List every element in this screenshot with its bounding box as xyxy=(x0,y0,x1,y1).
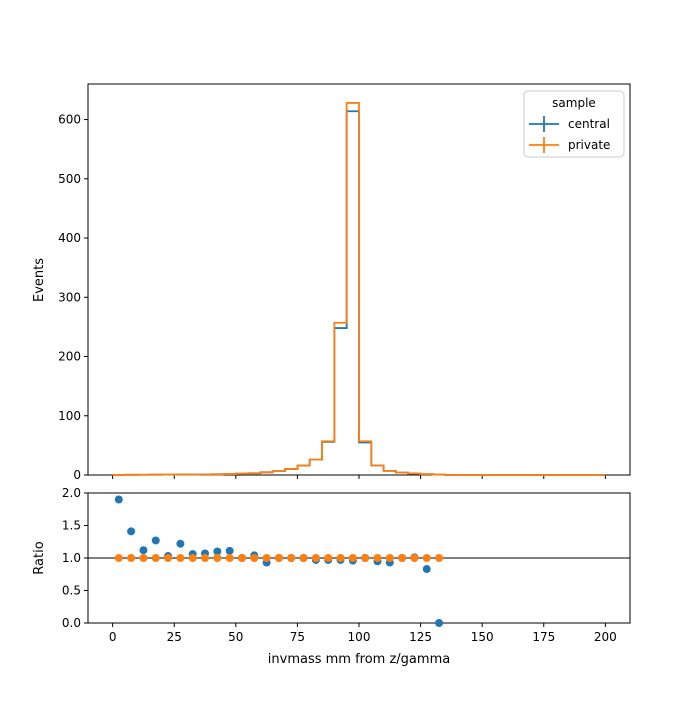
private-ratio-point xyxy=(299,554,308,562)
bottom-y-tick-label: 0.0 xyxy=(62,616,81,630)
top-y-tick-label: 0 xyxy=(73,468,81,482)
top-y-tick-label: 400 xyxy=(58,231,81,245)
private-ratio-point xyxy=(361,554,370,562)
bottom-y-tick-label: 2.0 xyxy=(62,486,81,500)
legend-frame xyxy=(523,90,625,158)
private-step-series xyxy=(111,102,606,476)
private-ratio-point xyxy=(398,554,407,562)
private-ratio-point xyxy=(311,554,320,562)
legend-private-label: private xyxy=(568,138,610,152)
private-ratio-point xyxy=(225,554,234,562)
top-y-tick-label: 300 xyxy=(58,290,81,304)
top-y-axis-label: Events xyxy=(32,258,47,302)
private-ratio-point xyxy=(287,554,296,562)
central-ratio-point xyxy=(114,495,123,504)
central-ratio-point xyxy=(422,565,431,574)
private-ratio-point xyxy=(213,554,222,562)
bottom-x-tick-label: 200 xyxy=(594,630,617,644)
bottom-x-tick-label: 100 xyxy=(348,630,371,644)
top-y-tick-label: 500 xyxy=(58,172,81,186)
bottom-x-tick-label: 50 xyxy=(228,630,243,644)
bottom-x-tick-label: 125 xyxy=(409,630,432,644)
legend-central-label: central xyxy=(568,117,610,131)
central-ratio-point xyxy=(139,546,148,555)
private-ratio-point xyxy=(237,554,246,562)
private-ratio-point xyxy=(188,554,197,562)
private-ratio-point xyxy=(336,554,345,562)
private-ratio-point xyxy=(250,554,259,562)
private-ratio-point xyxy=(410,554,419,562)
bottom-y-tick-label: 0.5 xyxy=(62,584,81,598)
private-ratio-point xyxy=(324,554,333,562)
central-ratio-point xyxy=(225,546,234,555)
private-ratio-point xyxy=(373,554,382,562)
central-ratio-point xyxy=(213,547,222,556)
bottom-x-axis-label: invmass mm from z/gamma xyxy=(268,652,450,667)
central-ratio-point xyxy=(176,539,185,548)
private-ratio-point xyxy=(262,554,271,562)
legend-title: sample xyxy=(552,96,596,110)
top-y-tick-label: 100 xyxy=(58,409,81,423)
private-ratio-point xyxy=(348,554,357,562)
private-ratio-point xyxy=(127,554,136,562)
private-ratio-point xyxy=(201,554,210,562)
private-ratio-point xyxy=(114,554,123,562)
private-ratio-point xyxy=(151,554,160,562)
bottom-x-tick-label: 25 xyxy=(167,630,182,644)
bottom-y-tick-label: 1.0 xyxy=(62,551,81,565)
private-ratio-point xyxy=(139,554,148,562)
top-y-tick-label: 600 xyxy=(58,113,81,127)
bottom-x-tick-label: 175 xyxy=(532,630,555,644)
private-ratio-point xyxy=(164,554,173,562)
bottom-y-tick-label: 1.5 xyxy=(62,519,81,533)
private-ratio-point xyxy=(176,554,185,562)
top-panel: 0 100 200 300 400 500 600 xyxy=(58,83,631,482)
central-ratio-point xyxy=(435,619,444,627)
private-ratio-point xyxy=(435,554,444,562)
bottom-x-tick-label: 0 xyxy=(109,630,117,644)
legend: sample central private xyxy=(523,90,625,158)
private-ratio-point xyxy=(274,554,283,562)
central-ratio-point xyxy=(127,527,136,536)
bottom-y-axis-label: Ratio xyxy=(32,541,47,574)
private-ratio-point xyxy=(385,554,394,562)
private-ratio-point xyxy=(422,554,431,562)
bottom-x-tick-label: 75 xyxy=(290,630,305,644)
bottom-panel: 0 25 50 75 100 125 150 175 200 0.0 0.5 1.0 1.5 2.0 xyxy=(62,486,631,644)
bottom-x-tick-label: 150 xyxy=(471,630,494,644)
central-ratio-point xyxy=(151,536,160,545)
top-y-tick-label: 200 xyxy=(58,350,81,364)
